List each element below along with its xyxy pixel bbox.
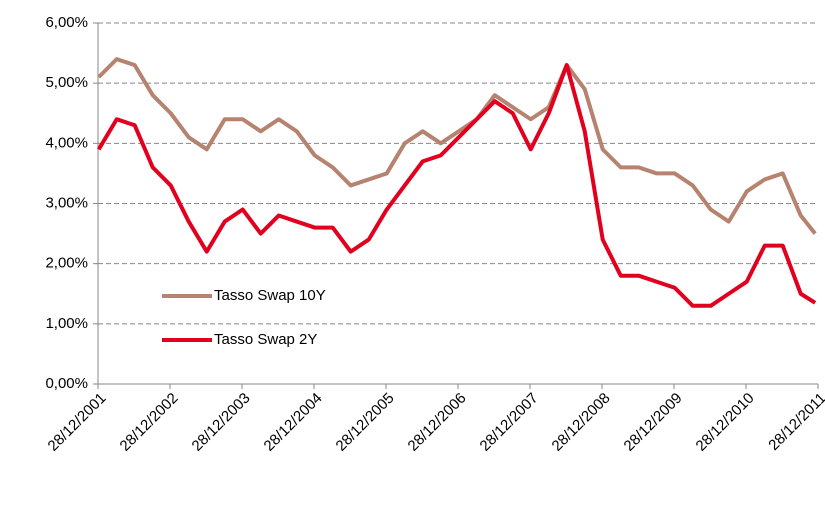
y-tick-label: 4,00% [45,134,88,151]
x-tick-label: 28/12/2006 [405,390,470,455]
y-tick-label: 6,00% [45,14,88,31]
x-tick-label: 28/12/2002 [117,390,182,455]
x-tick-label: 28/12/2005 [333,390,398,455]
y-tick-label: 3,00% [45,194,88,211]
x-tick-label: 28/12/2009 [621,390,686,455]
x-tick-label: 28/12/2003 [189,390,254,455]
series-line [97,63,817,308]
legend-label: Tasso Swap 2Y [214,331,317,348]
x-tick-label: 28/12/2010 [693,390,758,455]
y-tick-label: 5,00% [45,74,88,91]
x-tick-label: 28/12/2008 [549,390,614,455]
x-tick-label: 28/12/2001 [45,390,110,455]
x-tick-label: 28/12/2004 [261,390,326,455]
series-line [97,57,817,235]
y-tick-label: 1,00% [45,315,88,332]
y-tick-label: 2,00% [45,255,88,272]
x-tick-label: 28/12/2007 [477,390,542,455]
x-tick-label: 28/12/2011 [765,390,825,454]
y-tick-label: 0,00% [45,375,88,392]
legend-label: Tasso Swap 10Y [214,287,326,304]
